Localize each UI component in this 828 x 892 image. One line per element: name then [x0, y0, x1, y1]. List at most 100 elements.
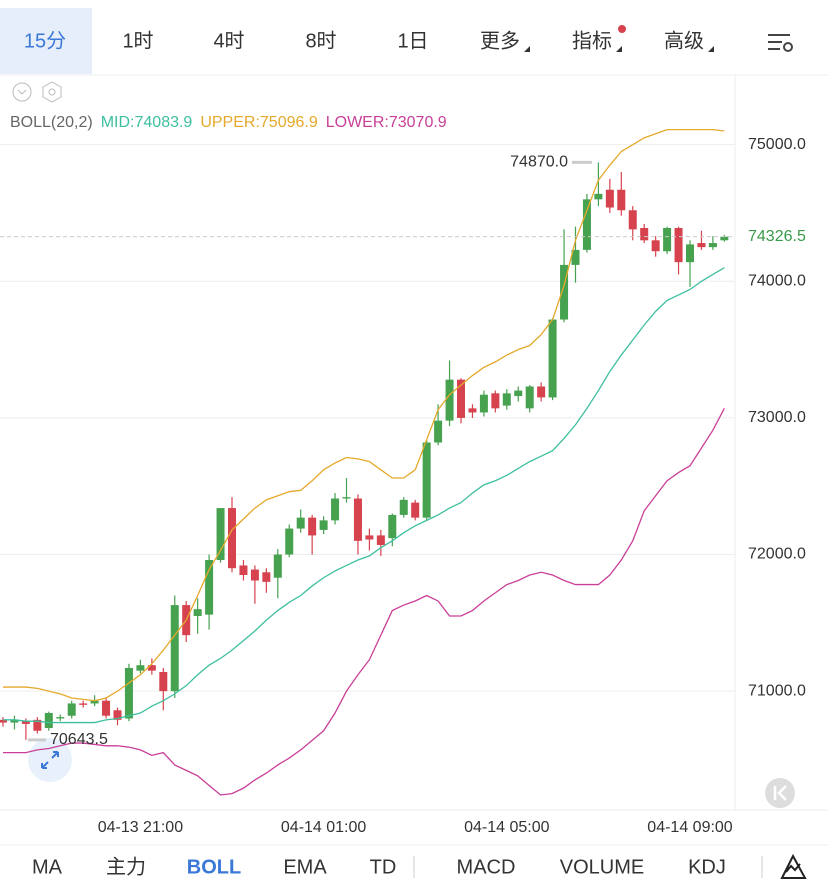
x-tick-label: 04-14 01:00 — [281, 819, 367, 836]
time-tab[interactable]: 高级 — [664, 29, 704, 52]
time-tab[interactable]: 15分 — [24, 29, 66, 52]
candle-body — [33, 719, 42, 731]
x-tick-label: 04-13 21:00 — [98, 819, 184, 836]
min-label: 70643.5 — [50, 731, 108, 748]
candle-body — [491, 393, 500, 409]
candle-body — [502, 393, 511, 406]
candle-body — [445, 379, 454, 421]
candle-body — [67, 703, 76, 716]
candle-body — [273, 554, 282, 578]
candle-body — [468, 408, 477, 413]
indicator-tab[interactable]: EMA — [283, 856, 327, 878]
candle-body — [582, 199, 591, 250]
candle-body — [239, 565, 248, 576]
y-tick-label: 71000.0 — [748, 682, 806, 699]
dropdown-arrow — [524, 46, 530, 52]
candle-body — [10, 719, 19, 723]
candle-body — [193, 609, 202, 617]
legend-item: LOWER:73070.9 — [326, 114, 447, 131]
indicator-tab[interactable]: MA — [32, 856, 63, 878]
indicator-tab[interactable]: TD — [370, 856, 397, 878]
candle-body — [170, 605, 179, 692]
time-tab[interactable]: 4时 — [213, 29, 244, 52]
y-tick-label: 75000.0 — [748, 136, 806, 153]
legend-indicator: BOLL(20,2) — [10, 114, 93, 131]
candle-body — [79, 703, 88, 705]
time-tab[interactable]: 指标 — [572, 29, 612, 52]
legend-item: UPPER:75096.9 — [200, 114, 318, 131]
candle-body — [605, 189, 614, 208]
candle-body — [90, 700, 99, 704]
candle-body — [537, 386, 546, 398]
candle-body — [434, 420, 443, 443]
candle-body — [399, 499, 408, 515]
candle-body — [640, 228, 649, 241]
candle-body — [0, 719, 7, 723]
expand-button[interactable] — [28, 738, 72, 782]
candle-body — [708, 243, 717, 248]
x-tick-label: 04-14 05:00 — [464, 819, 550, 836]
settings-hex-dot — [48, 88, 56, 96]
candle-body — [56, 717, 65, 719]
candle-body — [102, 700, 111, 716]
y-tick-label: 74000.0 — [748, 273, 806, 290]
time-tab[interactable]: 8时 — [305, 29, 336, 52]
indicator-tab[interactable]: KDJ — [688, 856, 726, 878]
candle-body — [228, 508, 236, 569]
candle-body — [422, 442, 431, 518]
indicator-tab[interactable]: 主力 — [106, 855, 146, 878]
candle-body — [147, 665, 156, 671]
time-tab[interactable]: 1时 — [122, 29, 153, 52]
settings-icon[interactable] — [768, 34, 793, 52]
band-line — [3, 267, 725, 724]
candle-body — [674, 228, 683, 263]
candle-body — [113, 710, 122, 720]
candle-body — [44, 713, 53, 729]
candle-body — [697, 243, 706, 248]
candle-body — [136, 665, 145, 671]
y-tick-label: 73000.0 — [748, 409, 806, 426]
candle-body — [548, 319, 557, 398]
candle-body — [205, 559, 214, 615]
candle-body — [594, 193, 603, 200]
candle-body — [388, 514, 397, 539]
candle-body — [560, 264, 569, 320]
notification-dot — [618, 25, 626, 33]
candle-body — [411, 502, 420, 518]
settings-hex-icon[interactable] — [42, 81, 62, 103]
last-price-label: 74326.5 — [748, 228, 806, 245]
collapse-chevron — [17, 89, 27, 95]
indicator-tab[interactable]: VOLUME — [560, 856, 644, 878]
candle-body — [525, 386, 534, 409]
candle-body — [353, 498, 362, 541]
candle-body — [262, 572, 271, 582]
candle-body — [21, 721, 30, 724]
time-tab[interactable]: 1日 — [397, 30, 428, 52]
candle-body — [296, 517, 305, 529]
band-line — [3, 128, 725, 702]
candle-body — [651, 240, 660, 252]
time-tab[interactable]: 更多 — [480, 29, 520, 52]
candle-body — [457, 379, 465, 418]
indicator-tab[interactable]: MACD — [457, 856, 516, 878]
candle-body — [628, 210, 637, 230]
candle-body — [285, 528, 294, 555]
indicator-tab[interactable]: BOLL — [187, 856, 241, 878]
candle-body — [365, 535, 374, 540]
candle-body — [342, 497, 351, 499]
candle-body — [124, 667, 133, 719]
candle-body — [617, 189, 626, 211]
collapse-icon[interactable] — [12, 82, 32, 102]
drawing-tool-icon[interactable] — [780, 853, 807, 879]
candle-body — [159, 672, 168, 692]
selected-tab-bg — [0, 8, 92, 74]
candle-body — [376, 535, 385, 545]
candle-body — [319, 520, 328, 530]
candle-body — [331, 498, 340, 521]
dropdown-arrow — [708, 46, 714, 52]
candle-body — [250, 569, 259, 581]
